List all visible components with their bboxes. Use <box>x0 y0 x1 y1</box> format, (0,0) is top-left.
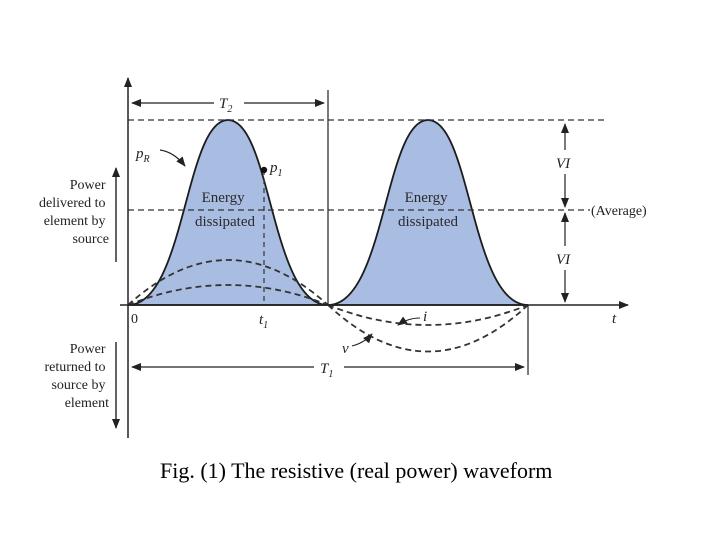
figure-caption: Fig. (1) The resistive (real power) wave… <box>160 458 552 483</box>
returned-label: Power returned to source by element <box>44 342 109 411</box>
T2-label: T2 <box>219 96 232 115</box>
vi-top-label: VI <box>556 156 571 172</box>
p1-label: p1 <box>269 160 283 179</box>
power-lobe-1 <box>127 119 329 306</box>
voltage-curve-positive <box>127 259 329 306</box>
vi-bottom-label: VI <box>556 252 571 268</box>
energy-label-1: Energy dissipated <box>195 190 255 230</box>
power-lobe-2 <box>327 119 529 306</box>
delivered-label: Power delivered to element by source <box>39 178 109 247</box>
i-pointer <box>397 316 421 326</box>
current-curve-positive <box>127 284 329 306</box>
energy-label-2: Energy dissipated <box>398 190 458 230</box>
t-axis-label: t <box>612 311 617 327</box>
i-label: i <box>423 309 427 325</box>
T1-label: T1 <box>320 361 333 380</box>
average-label: (Average) <box>591 204 647 219</box>
p1-point <box>260 166 268 174</box>
pr-pointer <box>159 149 186 167</box>
current-curve-negative <box>327 304 529 326</box>
v-label: v <box>342 341 349 357</box>
origin-label: 0 <box>131 312 138 327</box>
v-pointer <box>351 333 373 347</box>
voltage-curve-negative <box>327 304 529 353</box>
t1-label: t1 <box>259 312 268 331</box>
pr-label: pR <box>135 146 150 165</box>
